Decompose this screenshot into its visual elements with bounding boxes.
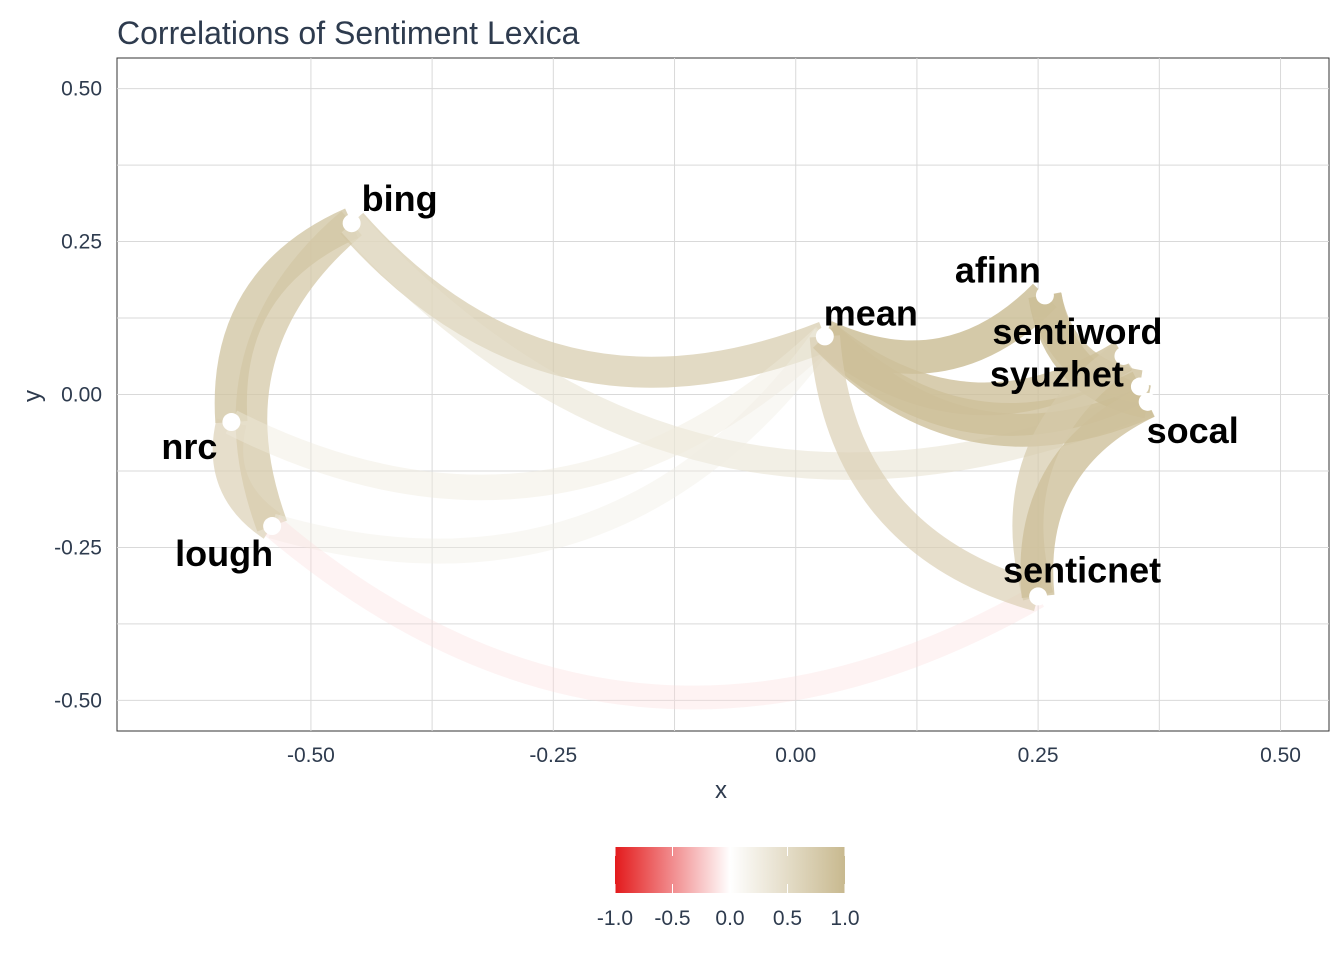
- node-label-nrc: nrc: [161, 426, 217, 467]
- edge-nrc-mean: [225, 327, 834, 501]
- node-label-bing: bing: [362, 178, 438, 219]
- node-sentiword: [1114, 346, 1133, 365]
- y-tick-label: -0.25: [54, 536, 102, 559]
- node-afinn: [1035, 286, 1054, 305]
- node-lough: [263, 517, 282, 536]
- node-label-mean: mean: [824, 292, 918, 333]
- legend-ticks: -1.0 -0.5 0.0 0.5 1.0: [597, 847, 860, 930]
- node-label-socal: socal: [1147, 410, 1239, 451]
- x-tick-label: -0.50: [287, 744, 335, 767]
- edge-socal-senticnet: [1020, 387, 1155, 598]
- node-syuzhet: [1130, 377, 1149, 396]
- legend-tick-label: 1.0: [830, 907, 859, 930]
- y-tick-label: 0.25: [61, 231, 102, 254]
- nodes-layer: [222, 214, 1157, 606]
- legend-tick-label: 0.0: [715, 907, 744, 930]
- x-tick-label: 0.25: [1018, 744, 1059, 767]
- x-tick-label: 0.00: [775, 744, 816, 767]
- y-axis-ticks: 0.50 0.25 0.00 -0.25 -0.50: [54, 78, 102, 713]
- edge-nrc-lough: [212, 418, 281, 539]
- x-tick-label: -0.25: [529, 744, 577, 767]
- node-label-lough: lough: [175, 533, 273, 574]
- chart-title: Correlations of Sentiment Lexica: [117, 15, 580, 51]
- grid-lines: [117, 58, 1329, 731]
- y-axis-title: y: [19, 390, 46, 402]
- node-mean: [815, 327, 834, 346]
- color-legend: -1.0 -0.5 0.0 0.5 1.0: [597, 847, 860, 930]
- edge-bing-lough: [235, 211, 362, 532]
- edge-lough-mean: [268, 329, 835, 564]
- legend-tick-label: -1.0: [597, 907, 633, 930]
- node-label-sentiword: sentiword: [992, 311, 1162, 352]
- x-axis-ticks: -0.50 -0.25 0.00 0.25 0.50: [287, 744, 1301, 767]
- node-label-syuzhet: syuzhet: [990, 354, 1124, 395]
- node-nrc: [222, 413, 241, 432]
- node-socal: [1138, 392, 1157, 411]
- edge-lough-senticnet: [264, 516, 1045, 710]
- node-label-afinn: afinn: [955, 249, 1041, 290]
- x-axis-title: x: [715, 777, 727, 804]
- node-label-senticnet: senticnet: [1003, 549, 1161, 590]
- legend-tick-label: -0.5: [654, 907, 690, 930]
- edge-afinn-syuzhet: [1028, 291, 1143, 403]
- legend-tick-label: 0.5: [773, 907, 802, 930]
- y-tick-label: 0.50: [61, 78, 102, 101]
- node-senticnet: [1029, 587, 1048, 606]
- edges-layer: [212, 208, 1155, 710]
- edge-mean-senticnet: [809, 335, 1043, 612]
- y-tick-label: 0.00: [61, 384, 102, 407]
- node-bing: [342, 214, 361, 233]
- y-tick-label: -0.50: [54, 689, 102, 712]
- x-tick-label: 0.50: [1260, 744, 1301, 767]
